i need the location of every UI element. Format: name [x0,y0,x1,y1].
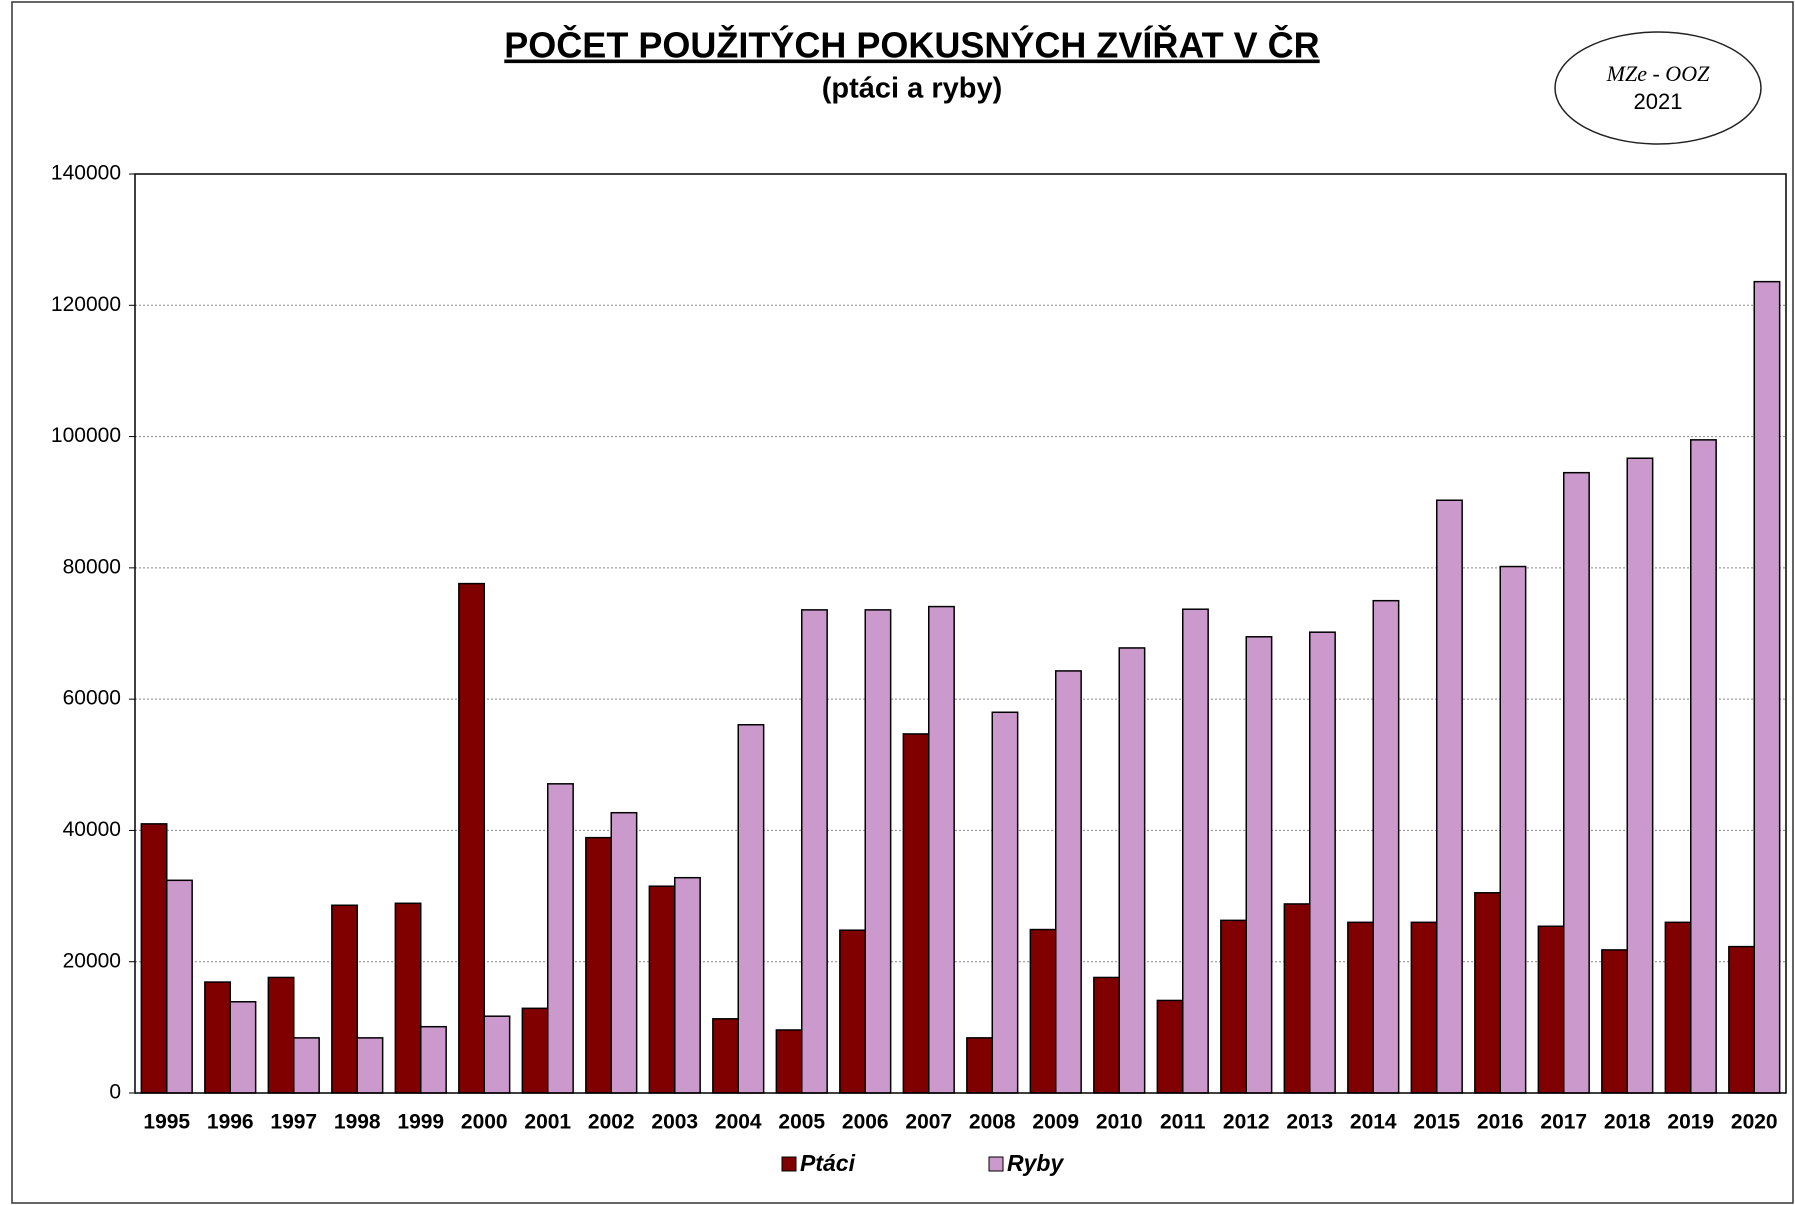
y-tick-label: 120000 [51,293,121,316]
chart-subtitle: (ptáci a ryby) [822,73,1003,105]
x-tick-label: 2008 [969,1111,1016,1134]
x-tick-label: 1996 [207,1111,254,1134]
bar [1283,903,1311,1094]
bar [1220,919,1247,1094]
bar [229,1001,257,1094]
bar [394,902,422,1094]
y-tick-label: 100000 [51,424,121,447]
bar [1601,949,1628,1094]
x-tick-label: 1997 [270,1111,317,1134]
x-tick-label: 2006 [842,1111,889,1134]
bar [1055,670,1082,1094]
bar [331,904,359,1094]
x-tick-label: 1995 [143,1111,190,1134]
bar [712,1018,739,1094]
legend-label: Ptáci [800,1150,856,1176]
x-tick-label: 1998 [334,1111,381,1134]
bar [1626,457,1654,1094]
y-tick-label: 20000 [63,949,121,972]
y-tick-label: 40000 [63,818,121,841]
x-tick-label: 2011 [1160,1111,1206,1134]
bar [648,885,676,1094]
x-tick-label: 2019 [1667,1111,1714,1134]
x-tick-label: 2018 [1604,1111,1651,1134]
bar [1664,921,1692,1094]
stamp-text: 2021 [1634,89,1683,114]
x-tick-label: 2012 [1223,1111,1270,1134]
bar [1499,565,1527,1094]
bar [1347,921,1374,1094]
chart-title: POČET POUŽITÝCH POKUSNÝCH ZVÍŘAT V ČR [504,24,1319,66]
bar [267,976,295,1094]
y-tick-label: 80000 [63,555,121,578]
bar [420,1025,447,1094]
bar [483,1015,511,1094]
bar [991,711,1019,1094]
x-tick-label: 2002 [588,1111,635,1134]
bar [585,836,612,1094]
plot-frame [134,173,1787,1094]
bar [166,879,193,1094]
bar [1728,945,1755,1094]
x-tick-label: 2014 [1350,1111,1397,1134]
bar [521,1007,549,1094]
bar [1410,921,1438,1094]
bar [1690,439,1717,1094]
bar [839,929,866,1094]
x-tick-label: 2007 [905,1111,952,1134]
x-tick-label: 2013 [1286,1111,1333,1134]
bar [674,876,701,1094]
bar [1563,471,1590,1094]
x-tick-label: 2015 [1413,1111,1460,1134]
stamp [1554,31,1762,145]
bar [356,1037,384,1094]
bar [1156,999,1184,1094]
x-tick-label: 2000 [461,1111,508,1134]
x-tick-label: 2010 [1096,1111,1143,1134]
bar [775,1029,803,1094]
bar [801,609,828,1094]
x-tick-label: 2001 [524,1111,571,1134]
bar [864,609,892,1094]
bar [928,605,955,1094]
x-tick-label: 2005 [778,1111,825,1134]
bar [737,723,765,1094]
bar [1309,631,1336,1094]
bar [1436,499,1463,1094]
x-tick-label: 2003 [651,1111,698,1134]
x-tick-label: 2009 [1032,1111,1079,1134]
bar [1093,976,1120,1094]
stamp-text: MZe - OOZ [1606,61,1710,86]
bar [293,1037,320,1094]
bar [1474,892,1501,1094]
legend-swatch [988,1156,1004,1172]
bar [1182,608,1209,1094]
bar [204,981,232,1094]
bar [140,823,168,1094]
bar [1118,647,1146,1094]
y-tick-label: 60000 [63,687,121,710]
bar [1245,636,1273,1094]
bar [966,1037,993,1094]
x-tick-label: 2017 [1540,1111,1587,1134]
legend-swatch [781,1156,797,1172]
bar [1537,925,1565,1094]
x-tick-label: 2004 [715,1111,762,1134]
y-tick-label: 140000 [51,162,121,185]
bar [1372,599,1400,1094]
x-tick-label: 2020 [1731,1111,1778,1134]
bar [902,733,930,1094]
bar [458,582,486,1094]
legend-label: Ryby [1007,1150,1064,1176]
x-tick-label: 2016 [1477,1111,1524,1134]
bar [1753,280,1781,1094]
y-tick-label: 0 [109,1081,121,1104]
bar [1029,928,1057,1094]
bar [610,811,638,1094]
bar [547,783,574,1094]
x-tick-label: 1999 [397,1111,444,1134]
